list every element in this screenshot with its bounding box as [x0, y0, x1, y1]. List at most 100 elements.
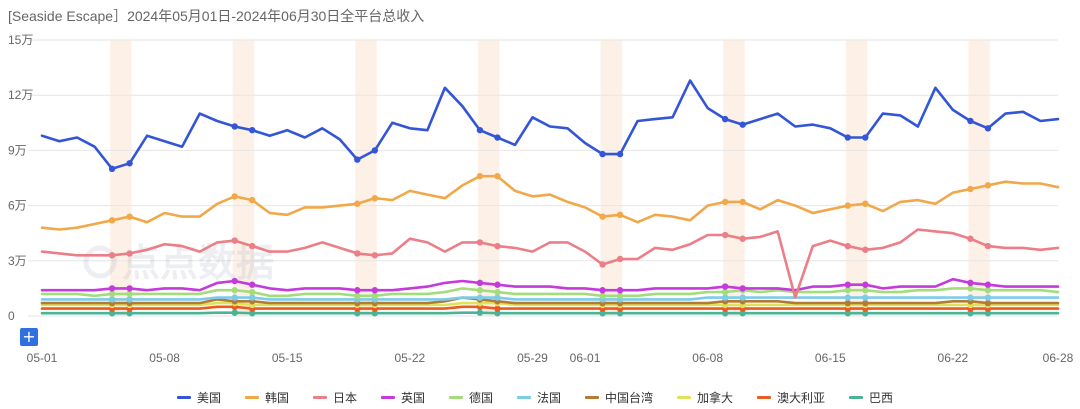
y-tick-label: 15万 — [8, 33, 33, 47]
legend-swatch — [517, 396, 531, 399]
data-point — [126, 310, 133, 317]
data-point — [354, 287, 361, 294]
data-point — [231, 287, 238, 294]
data-point — [844, 202, 851, 209]
data-point — [354, 156, 361, 163]
legend-label: 韩国 — [265, 390, 289, 405]
data-point — [231, 237, 238, 244]
x-tick-label: 06-28 — [1043, 351, 1074, 365]
legend-label: 日本 — [333, 391, 357, 405]
data-point — [721, 310, 729, 317]
data-point — [371, 310, 379, 317]
data-point — [249, 288, 256, 296]
data-point — [126, 296, 133, 303]
data-point — [494, 281, 501, 288]
data-point — [494, 242, 501, 250]
data-point — [476, 294, 484, 301]
watermark-icon — [83, 245, 117, 279]
watermark-logo: 点点数据 — [83, 241, 274, 285]
legend-item: 日本 — [313, 391, 357, 405]
data-point — [249, 196, 256, 204]
data-point — [616, 150, 624, 158]
data-point — [984, 281, 992, 288]
legend-swatch — [245, 396, 259, 399]
data-point — [249, 281, 256, 288]
data-point — [599, 292, 606, 299]
data-point — [616, 211, 624, 218]
data-point — [844, 134, 851, 141]
legend-item: 加拿大 — [677, 390, 733, 405]
data-point — [476, 239, 484, 246]
highlight-band — [355, 40, 377, 316]
data-point — [721, 115, 729, 123]
data-point — [721, 288, 729, 296]
data-point — [249, 242, 256, 250]
highlight-band — [723, 40, 745, 316]
legend-item: 英国 — [381, 391, 425, 405]
series-line — [40, 296, 1060, 305]
y-tick-label: 12万 — [8, 88, 33, 102]
data-point — [862, 294, 869, 301]
data-point — [126, 250, 133, 257]
data-point — [494, 134, 501, 141]
series-line — [40, 277, 1060, 292]
data-point — [371, 195, 379, 202]
data-point — [108, 217, 116, 224]
data-point — [494, 172, 501, 180]
data-point — [126, 160, 133, 167]
data-point — [984, 182, 992, 189]
data-point — [126, 213, 133, 220]
y-tick-label: 9万 — [8, 143, 27, 157]
data-point — [739, 285, 746, 292]
data-point — [721, 231, 729, 239]
data-point — [739, 235, 746, 242]
legend: 美国 韩国 日本 英国 德国 法国 中国台湾 加拿大 澳大利亚 巴西 — [177, 390, 893, 405]
data-point — [739, 294, 746, 301]
series-line — [40, 174, 1060, 231]
legend-swatch — [849, 396, 863, 399]
legend-label: 中国台湾 — [605, 390, 653, 405]
data-point — [984, 125, 992, 132]
series-line — [40, 301, 1060, 307]
series-line — [40, 311, 1060, 315]
data-point — [354, 250, 361, 257]
data-point — [354, 310, 361, 317]
data-point — [967, 310, 974, 317]
data-point — [476, 279, 484, 287]
data-point — [371, 287, 379, 294]
data-point — [844, 299, 851, 307]
data-point — [231, 193, 238, 200]
x-tick-label: 05-15 — [272, 351, 303, 365]
add-button[interactable]: + — [20, 328, 38, 346]
data-point — [231, 294, 238, 301]
data-point — [967, 294, 974, 301]
highlight-band — [110, 40, 132, 316]
data-point — [984, 294, 992, 301]
highlight-band — [845, 40, 868, 316]
data-point — [108, 165, 116, 172]
highlight-band — [232, 40, 255, 316]
x-tick-label: 06-01 — [570, 351, 601, 365]
data-point — [599, 310, 606, 317]
legend-label: 法国 — [537, 391, 561, 405]
data-point — [249, 310, 256, 317]
series-line — [40, 296, 1060, 301]
data-point — [862, 287, 869, 294]
legend-item: 法国 — [517, 391, 561, 405]
legend-swatch — [313, 396, 327, 399]
data-point — [476, 287, 484, 294]
x-tick-label: 06-22 — [938, 351, 969, 365]
data-point — [967, 279, 974, 287]
x-tick-label: 06-08 — [692, 351, 723, 365]
data-point — [739, 121, 746, 128]
data-point — [231, 309, 238, 316]
data-point — [108, 252, 116, 259]
data-point — [739, 198, 746, 206]
data-point — [844, 310, 851, 317]
data-point — [249, 126, 256, 134]
data-point — [231, 277, 238, 285]
legend-label: 澳大利亚 — [777, 391, 825, 405]
data-point — [476, 309, 484, 316]
